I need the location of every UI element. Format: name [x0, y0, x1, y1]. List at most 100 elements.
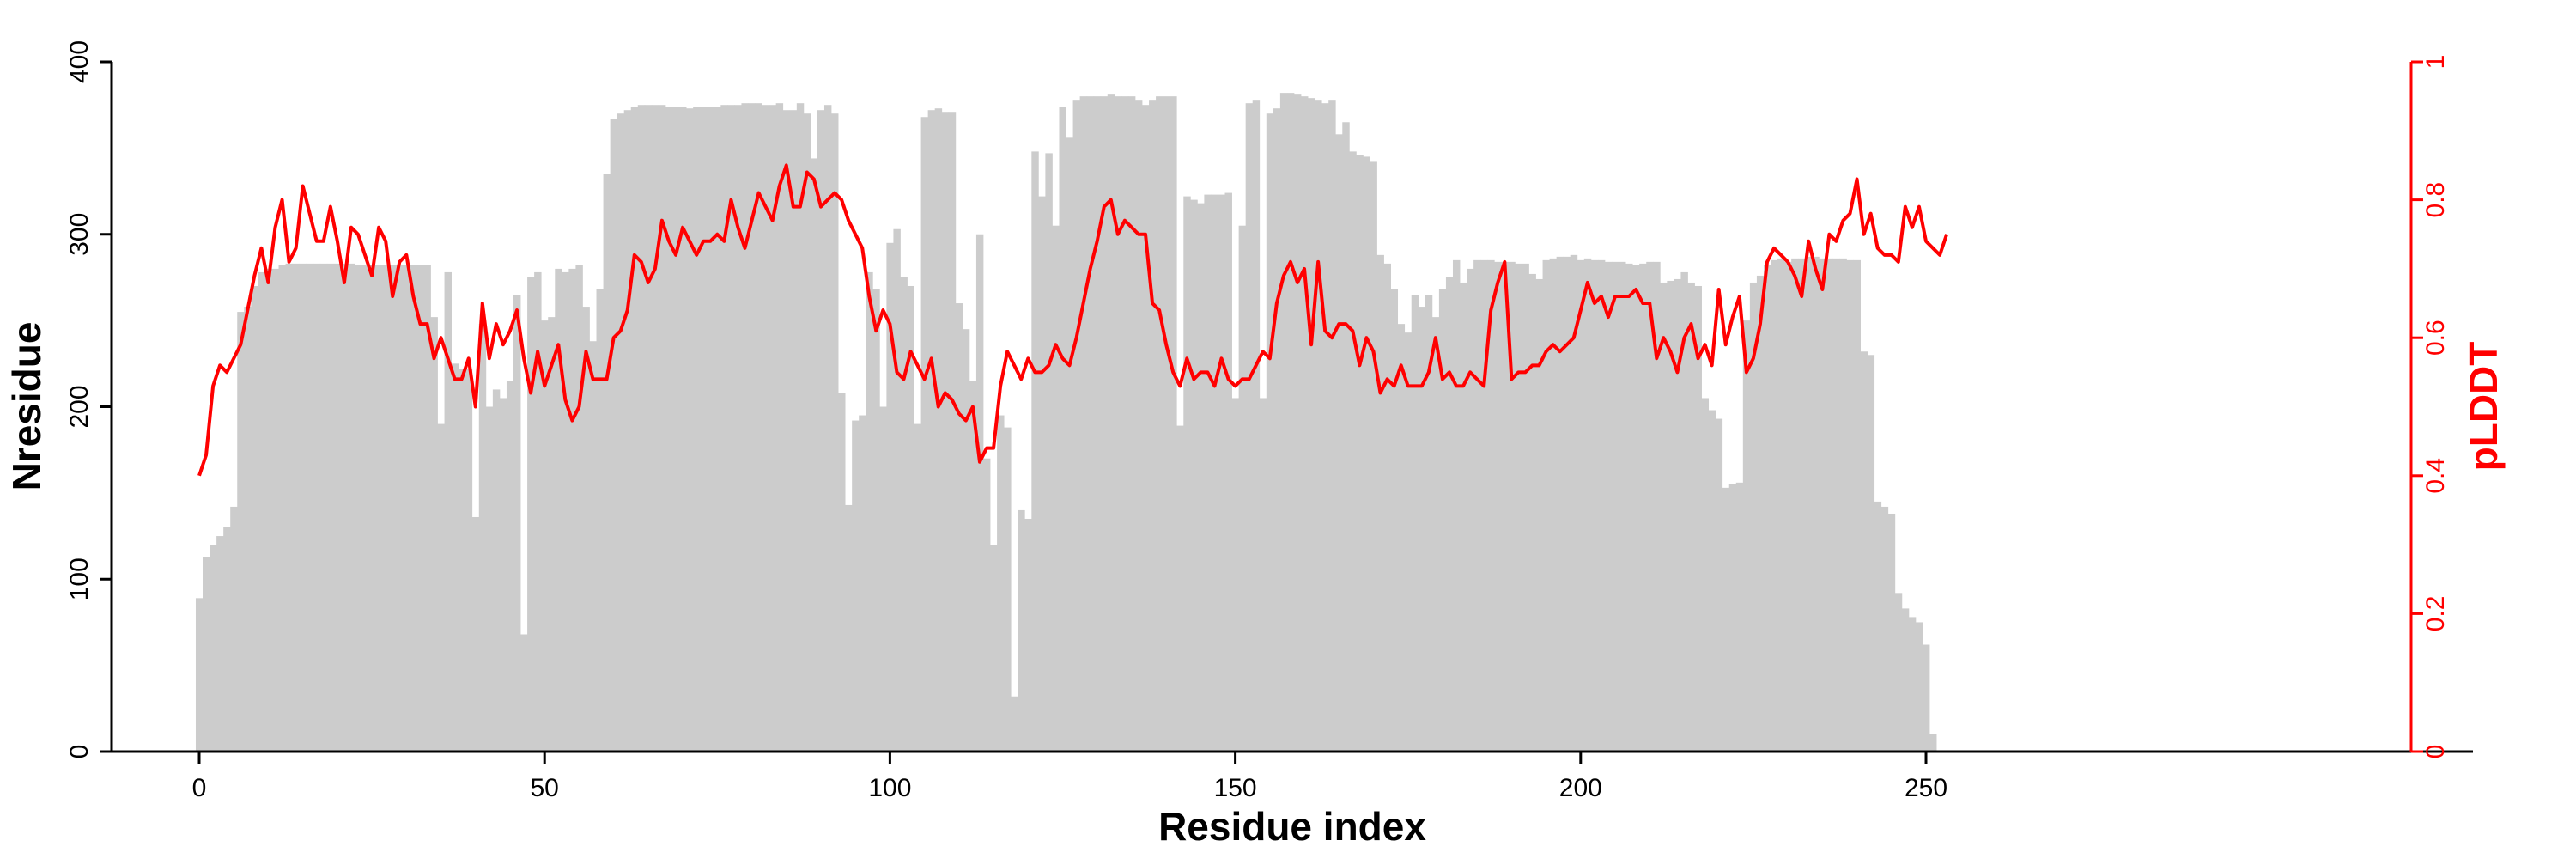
bar	[823, 105, 832, 752]
bar	[907, 285, 914, 752]
bar	[1667, 280, 1674, 752]
bar	[333, 263, 342, 752]
bar	[1431, 317, 1440, 752]
bar	[361, 265, 369, 752]
bar	[1170, 96, 1177, 752]
bar	[1805, 256, 1813, 752]
bar	[1376, 254, 1384, 752]
bar	[1066, 137, 1073, 752]
bar	[1363, 156, 1370, 752]
x-tick-label: 200	[1559, 774, 1602, 802]
bar	[1625, 263, 1633, 752]
bar	[637, 105, 646, 752]
bar	[1211, 194, 1218, 752]
bar	[727, 105, 735, 752]
bar	[1701, 398, 1710, 752]
bar	[216, 536, 224, 752]
bar	[948, 112, 957, 752]
bar	[568, 268, 576, 752]
bar	[1301, 96, 1309, 752]
bar	[1383, 263, 1391, 752]
x-tick-label: 250	[1905, 774, 1947, 802]
bar	[382, 265, 390, 752]
bar	[1349, 151, 1357, 752]
y2-tick-label: 0.8	[2421, 182, 2450, 218]
bar	[1445, 277, 1454, 752]
bar	[1072, 100, 1081, 752]
bar	[1922, 644, 1930, 752]
bar	[734, 105, 742, 752]
bar-series	[195, 93, 1937, 752]
bar	[278, 265, 286, 752]
bar	[1632, 265, 1640, 752]
bar	[1570, 254, 1578, 752]
bar	[437, 423, 445, 752]
bar	[1259, 398, 1267, 752]
y2-tick-label: 1	[2421, 55, 2450, 70]
bar	[962, 329, 970, 752]
bar	[1501, 261, 1509, 752]
bar	[1784, 261, 1792, 752]
bar	[1452, 259, 1461, 752]
bar	[492, 389, 501, 752]
bar	[1342, 122, 1350, 752]
bar	[714, 107, 721, 752]
bar	[1839, 258, 1847, 752]
y-tick-label: 0	[65, 745, 94, 759]
bar	[1252, 100, 1261, 752]
bar	[1190, 199, 1198, 752]
bar	[1390, 289, 1399, 752]
bar	[1438, 289, 1447, 752]
bar	[782, 110, 791, 752]
bar	[1687, 282, 1695, 752]
bar	[1404, 332, 1413, 752]
bar	[313, 263, 321, 752]
bar	[1183, 196, 1191, 752]
bar	[1867, 355, 1875, 752]
bar	[1142, 105, 1150, 752]
bar	[1356, 155, 1364, 752]
x-tick-label: 50	[531, 774, 559, 802]
bar	[997, 415, 1005, 752]
bar	[596, 289, 604, 752]
bar	[1114, 96, 1122, 752]
bar	[741, 103, 749, 752]
bar	[375, 265, 383, 752]
bar	[423, 265, 431, 752]
bar	[941, 112, 950, 752]
y-tick-label: 200	[65, 385, 94, 428]
bar	[1086, 96, 1095, 752]
bar	[306, 263, 314, 752]
bar	[1052, 225, 1060, 752]
bar	[1597, 259, 1606, 752]
bar	[589, 341, 597, 752]
bar	[1791, 258, 1799, 752]
bar	[610, 119, 618, 752]
bar	[1728, 484, 1737, 752]
bar	[1480, 259, 1488, 752]
bar	[1121, 96, 1129, 752]
bar	[430, 317, 438, 752]
bar	[520, 634, 528, 752]
bar	[1660, 282, 1668, 752]
bar	[1266, 113, 1274, 752]
bar	[1011, 696, 1018, 752]
bar	[707, 107, 714, 752]
bar	[1694, 285, 1702, 752]
bar	[582, 307, 590, 752]
bar	[1293, 94, 1302, 752]
bar	[541, 320, 549, 752]
bar	[1577, 259, 1585, 752]
bar	[955, 303, 963, 752]
bar	[658, 105, 666, 752]
bar	[1473, 259, 1481, 752]
bar	[1149, 100, 1157, 752]
bar	[465, 369, 473, 752]
bar	[852, 420, 860, 752]
bar	[990, 545, 998, 752]
bar	[1238, 225, 1247, 752]
bar	[1127, 96, 1136, 752]
bar	[555, 268, 562, 752]
bar	[396, 265, 404, 752]
bar	[548, 317, 556, 752]
